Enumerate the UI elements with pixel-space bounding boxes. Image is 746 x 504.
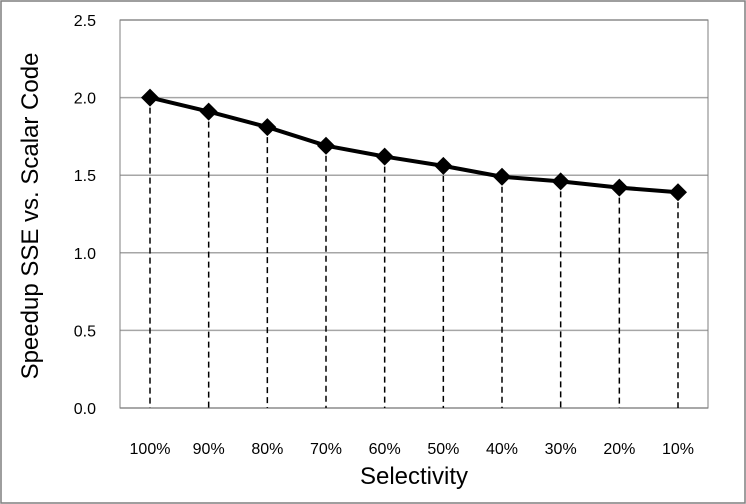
data-point-marker	[375, 147, 394, 166]
x-tick-label: 50%	[427, 441, 459, 458]
series	[141, 88, 687, 202]
plot-area	[119, 19, 709, 409]
x-tick-label: 70%	[310, 441, 342, 458]
x-axis-ticks: 100% 90% 80% 70% 60% 50% 40% 30% 20% 10%	[130, 441, 694, 458]
x-axis-title: Selectivity	[360, 463, 468, 490]
data-point-marker	[317, 136, 335, 155]
data-point-marker	[199, 102, 218, 121]
y-tick-label: 2.0	[74, 91, 96, 108]
y-tick-label: 1.5	[74, 168, 96, 185]
y-tick-label: 2.5	[74, 13, 96, 30]
y-axis-title: Speedup SSE vs. Scalar Code	[17, 53, 44, 380]
x-tick-label: 90%	[193, 441, 225, 458]
data-point-marker	[610, 178, 629, 197]
y-tick-label: 0.0	[74, 401, 96, 418]
y-axis-ticks: 0.0 0.5 1.0 1.5 2.0 2.5	[74, 13, 96, 418]
series-line	[149, 95, 679, 195]
x-tick-label: 10%	[662, 441, 694, 458]
y-tick-label: 0.5	[74, 323, 96, 340]
data-point-marker	[551, 172, 570, 191]
x-tick-label: 80%	[251, 441, 283, 458]
data-point-marker	[669, 183, 687, 202]
x-tick-label: 40%	[486, 441, 518, 458]
data-point-marker	[258, 118, 277, 137]
y-tick-label: 1.0	[74, 246, 96, 263]
data-point-marker	[141, 88, 159, 107]
drop-lines	[149, 97, 679, 408]
data-point-marker	[493, 167, 511, 186]
x-tick-label: 100%	[130, 441, 171, 458]
data-point-marker	[434, 156, 453, 175]
x-tick-label: 30%	[545, 441, 577, 458]
x-tick-label: 60%	[369, 441, 401, 458]
x-tick-label: 20%	[603, 441, 635, 458]
